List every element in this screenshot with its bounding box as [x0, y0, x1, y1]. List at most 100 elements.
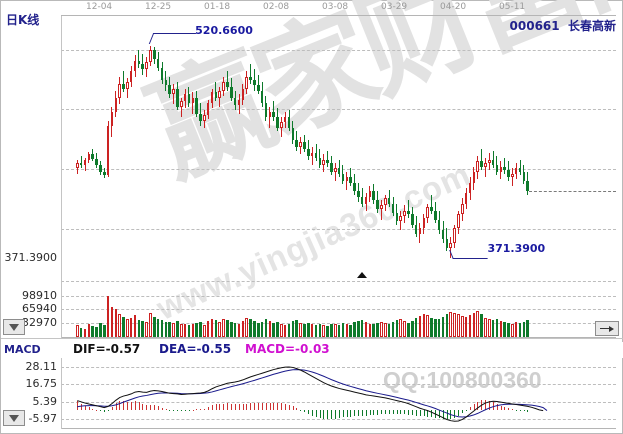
candle-body: [495, 164, 499, 172]
macd-histogram-bar: [519, 409, 521, 411]
candle-wick: [273, 101, 275, 121]
candle-body: [514, 168, 518, 174]
candle-body: [318, 157, 322, 165]
macd-histogram-bar: [334, 409, 336, 419]
price-gridline: [61, 49, 616, 51]
volume-bar: [330, 324, 333, 337]
macd-histogram-bar: [423, 409, 425, 417]
volume-bar: [360, 320, 364, 337]
macd-histogram-bar: [392, 409, 394, 415]
macd-histogram-bar: [315, 409, 317, 418]
candle-body: [314, 152, 318, 158]
volume-bar: [272, 323, 275, 337]
macd-histogram-bar: [354, 409, 356, 417]
volume-bar: [160, 320, 164, 337]
date-tick-label: 03-08: [322, 2, 349, 12]
macd-histogram-bar: [84, 405, 86, 410]
candle-body: [449, 242, 453, 248]
volume-bar: [299, 322, 302, 337]
volume-bar: [464, 316, 468, 337]
scroll-right-button[interactable]: [595, 321, 619, 336]
macd-histogram-bar: [323, 409, 325, 419]
volume-bar: [333, 324, 337, 337]
scroll-down-price-button[interactable]: [3, 319, 25, 335]
candle-wick: [311, 147, 313, 165]
volume-bar: [491, 320, 495, 337]
candle-body: [341, 173, 345, 181]
candle-body: [357, 191, 360, 197]
volume-bar: [106, 295, 110, 337]
macd-histogram-bar: [231, 404, 232, 410]
volume-axis-tick-label: 98910: [22, 288, 57, 302]
candle-body: [410, 214, 414, 225]
candle-body: [168, 85, 171, 95]
candle-body: [237, 99, 241, 105]
volume-bar: [387, 324, 391, 337]
candle-body: [76, 163, 79, 169]
candle-body: [353, 182, 356, 192]
macd-histogram-bar: [215, 404, 217, 410]
volume-bar: [353, 322, 356, 337]
candle-wick: [257, 74, 259, 95]
macd-histogram-bar: [207, 407, 209, 410]
macd-histogram-bar: [415, 409, 417, 416]
candle-body: [141, 64, 145, 70]
macd-histogram-bar: [373, 409, 375, 415]
macd-panel: -5.97 5.39 16.75 28.11: [1, 358, 623, 428]
volume-bar: [518, 323, 522, 337]
macd-histogram-bar: [296, 408, 298, 410]
candle-body: [276, 117, 279, 128]
peak-price-annotation: 520.6600: [195, 23, 253, 37]
candle-wick: [180, 97, 182, 118]
price-plot-area[interactable]: 520.6600 371.3900: [61, 17, 616, 289]
candle-body: [264, 103, 268, 118]
macd-axis-tick-label: 16.75: [25, 377, 58, 391]
candle-body: [222, 81, 225, 91]
volume-bar: [426, 315, 429, 337]
candle-wick: [504, 157, 506, 174]
macd-histogram-bar: [396, 409, 398, 415]
candle-body: [414, 224, 418, 234]
peak-callout-leader: [148, 32, 197, 44]
candle-body: [226, 81, 229, 88]
date-tick-label: 01-18: [204, 2, 231, 12]
chart-type-label: 日K线: [6, 13, 40, 27]
volume-bar: [368, 323, 372, 337]
volume-bar: [126, 319, 129, 337]
macd-histogram-bar: [242, 404, 244, 410]
candle-body: [156, 58, 160, 68]
macd-histogram-bar: [192, 409, 194, 411]
scroll-down-macd-button[interactable]: [3, 410, 25, 426]
volume-bar: [183, 324, 187, 337]
candle-body: [526, 180, 530, 192]
candle-body: [303, 141, 306, 149]
left-axis-divider: [61, 16, 62, 338]
macd-histogram-bar: [473, 404, 475, 410]
macd-histogram-bar: [127, 401, 129, 410]
macd-histogram-bar: [154, 404, 155, 410]
volume-bar: [237, 324, 241, 337]
candle-body: [464, 193, 468, 204]
macd-histogram-bar: [269, 402, 271, 410]
macd-histogram-bar: [292, 406, 294, 410]
candle-body: [126, 81, 129, 89]
volume-bar: [129, 317, 133, 337]
macd-plot-area[interactable]: [61, 358, 616, 428]
volume-plot-area[interactable]: [61, 289, 616, 337]
volume-bar: [122, 316, 125, 337]
macd-histogram-bar: [427, 409, 429, 417]
volume-bar: [233, 323, 237, 337]
macd-histogram-bar: [331, 409, 333, 419]
volume-bar: [410, 320, 414, 337]
macd-histogram-bar: [80, 403, 82, 410]
candle-body: [114, 97, 118, 112]
date-tick-label: 04-20: [440, 2, 467, 12]
volume-bar: [210, 319, 214, 337]
macd-histogram-bar: [134, 401, 136, 410]
macd-histogram-bar: [342, 409, 344, 418]
volume-bar: [357, 321, 360, 337]
candle-body: [445, 239, 449, 248]
candle-body: [183, 94, 187, 102]
macd-gridline: [61, 418, 616, 420]
candle-body: [487, 159, 491, 164]
